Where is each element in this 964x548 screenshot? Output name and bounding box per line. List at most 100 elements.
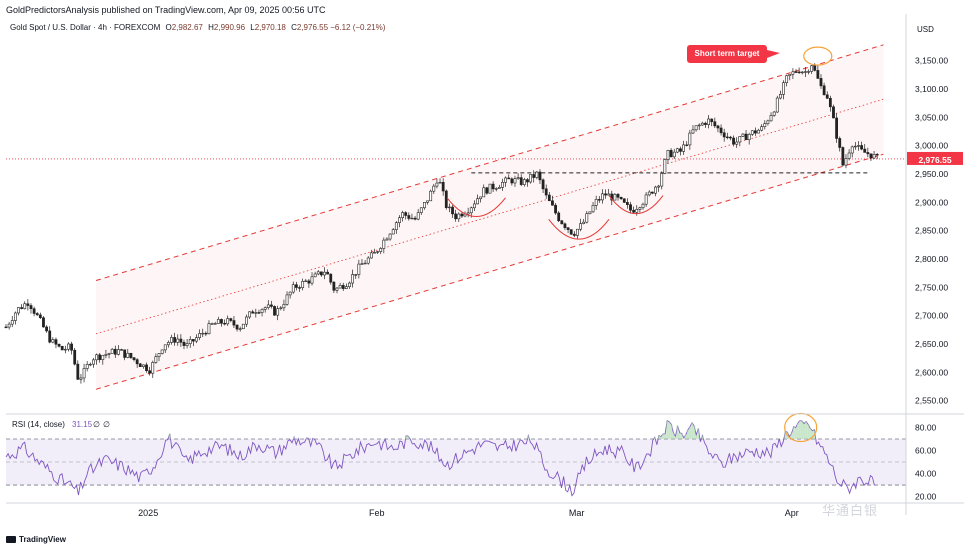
watermark-text: 华通白银 — [822, 503, 879, 518]
price-tick-label: 3,000.00 — [915, 141, 948, 151]
candle-body — [176, 338, 180, 343]
candle-body — [241, 323, 245, 330]
candle-body — [191, 339, 195, 342]
candle-body — [379, 248, 383, 252]
candle-body — [182, 342, 186, 346]
candle-body — [454, 213, 458, 220]
candle-body — [760, 126, 764, 131]
candle-body — [95, 354, 98, 361]
candle-body — [26, 303, 30, 306]
symbol-ohlc-line: Gold Spot / U.S. Dollar · 4h · FOREXCOM … — [10, 23, 385, 32]
candle-body — [794, 71, 798, 73]
footer-brand[interactable]: TradingView — [6, 535, 66, 544]
candle-body — [332, 281, 336, 291]
candle-body — [816, 70, 820, 79]
last-price-tag — [907, 151, 963, 165]
price-tick-label: 3,050.00 — [915, 112, 948, 122]
candle-body — [757, 129, 760, 134]
candle-body — [38, 314, 42, 319]
ohlc-open-key: O — [165, 23, 172, 32]
candle-body — [307, 280, 311, 284]
candle-body — [179, 338, 183, 343]
candle-body — [273, 306, 276, 316]
candle-body — [151, 362, 155, 374]
candle-body — [685, 144, 689, 146]
candle-body — [260, 309, 264, 313]
candle-body — [394, 222, 398, 230]
candle-body — [785, 75, 789, 83]
candle-body — [860, 145, 863, 150]
ohlc-low-key: L — [250, 23, 255, 32]
target-ellipse — [803, 46, 833, 66]
candle-body — [479, 196, 483, 200]
candle-body — [807, 71, 810, 73]
candle-body — [754, 130, 757, 134]
candle-body — [335, 287, 339, 291]
candle-body — [10, 320, 14, 325]
candle-body — [719, 127, 723, 134]
candle-body — [863, 148, 867, 153]
candle-body — [326, 271, 330, 275]
ohlc-open-value: 2,982.67 — [171, 23, 203, 32]
candle-body — [660, 173, 664, 187]
candle-body — [585, 213, 589, 223]
candle-body — [357, 263, 361, 275]
footer-brand-label: TradingView — [19, 535, 66, 544]
candle-body — [513, 178, 517, 184]
rsi-tick-label: 60.00 — [915, 446, 937, 456]
candle-body — [775, 97, 779, 113]
candle-body — [173, 337, 177, 343]
candle-body — [232, 320, 236, 326]
candle-body — [866, 152, 870, 155]
candle-body — [145, 364, 148, 371]
candle-body — [554, 204, 557, 214]
candle-body — [148, 370, 152, 374]
price-tick-label: 2,900.00 — [915, 197, 948, 207]
candle-body — [647, 191, 651, 196]
candle-body — [722, 132, 726, 138]
candle-body — [588, 211, 592, 214]
candle-body — [344, 286, 348, 289]
candle-body — [251, 311, 255, 314]
rounded-bottom-arc — [608, 195, 664, 214]
candle-body — [185, 343, 189, 346]
candle-body — [141, 364, 145, 367]
candles — [4, 63, 879, 384]
candle-body — [825, 94, 829, 99]
publisher-line: GoldPredictorsAnalysis published on Trad… — [6, 5, 326, 15]
candle-body — [101, 355, 105, 360]
candle-body — [423, 202, 426, 209]
candle-body — [226, 318, 230, 325]
candle-body — [382, 239, 386, 249]
candle-body — [616, 194, 620, 198]
candle-body — [416, 212, 420, 220]
candle-body — [319, 271, 323, 276]
candle-body — [650, 191, 654, 194]
candle-body — [607, 193, 611, 196]
rounded-bottom-arc — [446, 197, 506, 217]
candle-body — [560, 220, 564, 225]
candle-body — [213, 323, 217, 325]
candle-body — [429, 190, 433, 202]
candle-body — [641, 203, 645, 209]
candle-body — [407, 215, 411, 219]
candle-body — [697, 124, 701, 127]
candle-body — [73, 349, 77, 365]
candle-body — [632, 209, 636, 213]
candle-body — [435, 182, 439, 187]
rsi-tick-label: 20.00 — [915, 492, 937, 502]
candle-body — [266, 304, 270, 308]
rsi-title: RSI (14, close) — [12, 420, 65, 429]
candle-body — [750, 130, 754, 135]
candle-body — [316, 271, 320, 275]
candle-body — [819, 78, 823, 87]
candle-body — [220, 319, 223, 324]
candle-body — [63, 348, 67, 351]
price-tick-label: 2,600.00 — [915, 367, 948, 377]
candle-body — [341, 285, 345, 289]
candle-body — [732, 137, 735, 145]
candle-body — [48, 330, 52, 343]
candle-body — [207, 323, 211, 335]
candle-body — [376, 251, 379, 253]
